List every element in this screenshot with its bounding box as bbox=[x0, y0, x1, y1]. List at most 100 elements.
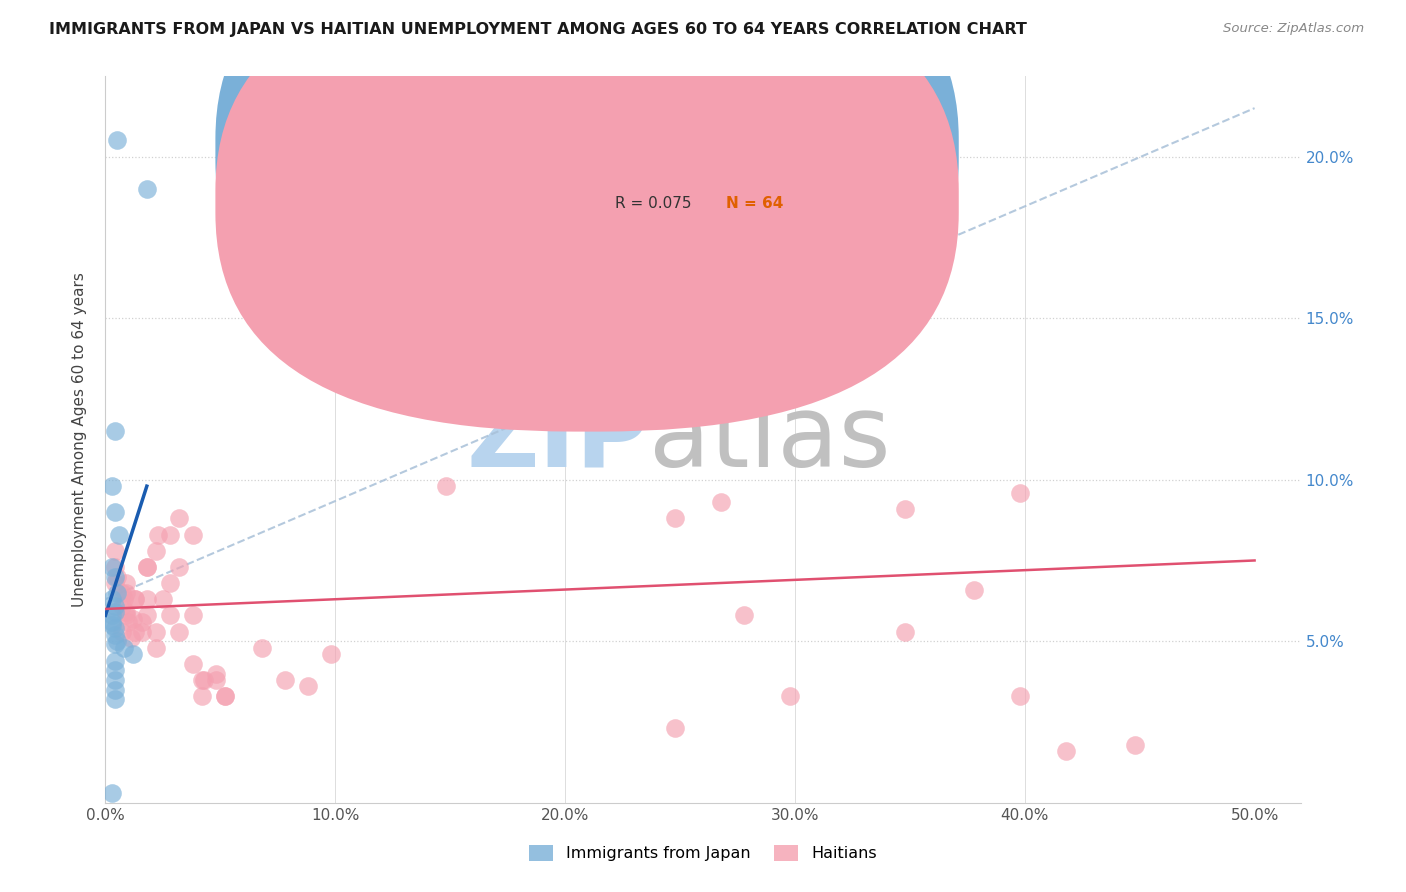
Point bbox=[115, 586, 138, 600]
Point bbox=[159, 527, 181, 541]
Point bbox=[122, 647, 145, 661]
Point bbox=[664, 511, 686, 525]
Point bbox=[110, 586, 132, 600]
Point bbox=[434, 479, 457, 493]
Point bbox=[1054, 744, 1077, 758]
Point bbox=[115, 608, 138, 623]
Point bbox=[104, 569, 127, 583]
Point bbox=[104, 692, 127, 706]
Point bbox=[894, 624, 917, 639]
Point bbox=[319, 647, 342, 661]
Point bbox=[779, 689, 801, 703]
Text: N = 27: N = 27 bbox=[725, 145, 783, 159]
Point bbox=[145, 624, 167, 639]
Point bbox=[101, 479, 124, 493]
Point bbox=[101, 618, 124, 632]
FancyBboxPatch shape bbox=[215, 0, 959, 380]
Point bbox=[214, 689, 236, 703]
Point bbox=[193, 673, 215, 687]
Point bbox=[110, 624, 132, 639]
Point bbox=[105, 133, 128, 147]
Point bbox=[181, 527, 204, 541]
Point bbox=[152, 592, 174, 607]
Point bbox=[167, 624, 190, 639]
Point bbox=[101, 560, 124, 574]
Text: R = 0.075: R = 0.075 bbox=[614, 196, 692, 211]
Point bbox=[122, 612, 145, 626]
Point bbox=[104, 505, 127, 519]
Point bbox=[159, 608, 181, 623]
Point bbox=[181, 608, 204, 623]
Point bbox=[120, 631, 142, 645]
Point bbox=[124, 592, 146, 607]
Point bbox=[101, 608, 124, 623]
Point bbox=[145, 543, 167, 558]
Point bbox=[105, 586, 128, 600]
Point bbox=[664, 722, 686, 736]
Point bbox=[131, 615, 153, 629]
Point bbox=[104, 543, 127, 558]
Point bbox=[105, 634, 128, 648]
Point bbox=[1010, 689, 1032, 703]
FancyBboxPatch shape bbox=[560, 112, 841, 235]
Point bbox=[135, 560, 157, 574]
Point bbox=[104, 663, 127, 677]
Point bbox=[366, 382, 388, 396]
Point bbox=[191, 673, 214, 687]
Legend: Immigrants from Japan, Haitians: Immigrants from Japan, Haitians bbox=[523, 838, 883, 868]
Point bbox=[104, 654, 127, 668]
Point bbox=[101, 615, 124, 629]
Point bbox=[104, 599, 127, 613]
Point bbox=[110, 599, 132, 613]
Point bbox=[710, 495, 733, 509]
Text: N = 64: N = 64 bbox=[725, 196, 783, 211]
Point bbox=[1010, 485, 1032, 500]
Point bbox=[124, 592, 146, 607]
Point bbox=[779, 382, 801, 396]
Point bbox=[148, 527, 170, 541]
Point bbox=[104, 628, 127, 642]
Text: IMMIGRANTS FROM JAPAN VS HAITIAN UNEMPLOYMENT AMONG AGES 60 TO 64 YEARS CORRELAT: IMMIGRANTS FROM JAPAN VS HAITIAN UNEMPLO… bbox=[49, 22, 1028, 37]
FancyBboxPatch shape bbox=[215, 0, 959, 432]
Point bbox=[104, 424, 127, 438]
Point bbox=[214, 689, 236, 703]
Point bbox=[297, 680, 319, 694]
Point bbox=[135, 560, 157, 574]
Y-axis label: Unemployment Among Ages 60 to 64 years: Unemployment Among Ages 60 to 64 years bbox=[72, 272, 87, 607]
Point bbox=[104, 638, 127, 652]
Point bbox=[104, 576, 127, 591]
Text: R = 0.250: R = 0.250 bbox=[614, 145, 692, 159]
Point bbox=[963, 582, 986, 597]
Point bbox=[104, 621, 127, 635]
Text: atlas: atlas bbox=[650, 391, 891, 488]
Point bbox=[104, 560, 127, 574]
Point bbox=[145, 640, 167, 655]
Point bbox=[104, 682, 127, 697]
Point bbox=[117, 615, 139, 629]
Point bbox=[131, 624, 153, 639]
Point bbox=[105, 569, 128, 583]
Point bbox=[1123, 738, 1146, 752]
Point bbox=[167, 511, 190, 525]
Point bbox=[101, 592, 124, 607]
Point bbox=[250, 640, 273, 655]
Point bbox=[112, 592, 135, 607]
Point bbox=[181, 657, 204, 671]
Point bbox=[124, 624, 146, 639]
Point bbox=[204, 673, 226, 687]
Point bbox=[104, 673, 127, 687]
Point bbox=[135, 608, 157, 623]
Point bbox=[894, 501, 917, 516]
Point bbox=[191, 689, 214, 703]
Text: Source: ZipAtlas.com: Source: ZipAtlas.com bbox=[1223, 22, 1364, 36]
Point bbox=[115, 576, 138, 591]
Point bbox=[135, 182, 157, 196]
Point bbox=[733, 608, 755, 623]
Point bbox=[135, 592, 157, 607]
Point bbox=[204, 666, 226, 681]
Point bbox=[115, 605, 138, 619]
Point bbox=[104, 605, 127, 619]
Point bbox=[101, 786, 124, 800]
Text: ZIP: ZIP bbox=[467, 391, 650, 488]
Point bbox=[273, 673, 295, 687]
